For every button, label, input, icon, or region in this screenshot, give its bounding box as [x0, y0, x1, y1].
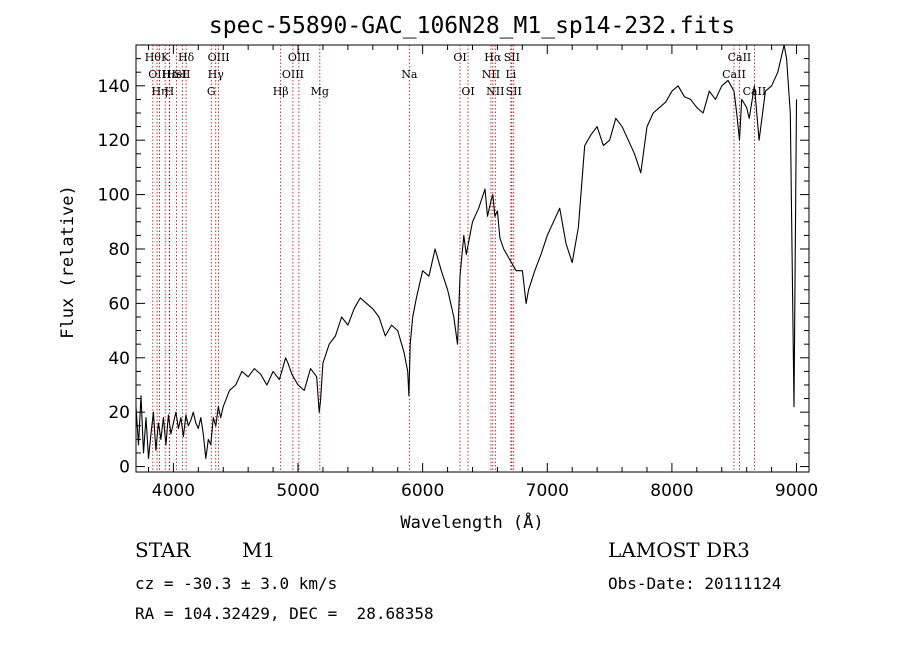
line-label: Hγ: [208, 68, 225, 81]
line-label: CaII: [728, 51, 752, 64]
line-label: K: [161, 51, 170, 64]
line-label: Hδ: [178, 51, 195, 64]
line-label: OII: [148, 68, 166, 81]
line-label: Mg: [311, 85, 329, 98]
x-tick-label: 5000: [276, 481, 319, 501]
emission-lines: HθOIIHηKHHεHeISIIHδGHγOIIIHβOIIIOIIIMgNa…: [145, 45, 766, 472]
line-label: Hη: [151, 85, 167, 98]
x-tick-label: 6000: [401, 481, 444, 501]
object-class: STAR: [135, 538, 191, 562]
line-label: OI: [461, 85, 474, 98]
line-label: NII: [486, 85, 504, 98]
y-tick-label: 60: [108, 294, 130, 314]
y-tick-label: 80: [108, 240, 130, 260]
obs-date: Obs-Date: 20111124: [608, 574, 782, 593]
y-tick-label: 100: [98, 186, 130, 206]
y-tick-label: 40: [108, 349, 130, 369]
y-tick-label: 0: [119, 458, 130, 478]
line-label: SII: [174, 68, 190, 81]
axis-ticks: 4000 5000 6000 7000 8000 9000 0 20 40 60 80 100 120 1…: [98, 45, 818, 501]
line-label: Hα: [484, 51, 502, 64]
x-tick-label: 9000: [775, 481, 818, 501]
line-label: CaII: [722, 68, 746, 81]
series-layer: [135, 44, 798, 459]
line-label: G: [207, 85, 216, 98]
y-axis-label: Flux (relative): [58, 185, 78, 339]
y-tick-label: 20: [108, 403, 130, 423]
redshift-cz: cz = -30.3 ± 3.0 km/s: [135, 574, 338, 593]
line-label: Hβ: [273, 85, 289, 98]
line-label: Li: [505, 68, 516, 81]
line-label: OI: [453, 51, 466, 64]
line-label: OIII: [282, 68, 304, 81]
x-tick-label: 7000: [526, 481, 569, 501]
plot-frame: [135, 44, 810, 473]
y-tick-label: 120: [98, 131, 130, 151]
y-tick-label: 140: [98, 77, 130, 97]
line-label: Na: [401, 68, 418, 81]
line-label: NII: [482, 68, 500, 81]
object-subclass: M1: [242, 538, 276, 562]
line-label: OIII: [208, 51, 230, 64]
line-label: SII: [504, 51, 520, 64]
plot-area: [135, 44, 810, 473]
x-tick-label: 4000: [152, 481, 195, 501]
chart-title: spec-55890-GAC_106N28_M1_sp14-232.fits: [209, 13, 735, 39]
survey-name: LAMOST DR3: [608, 538, 750, 562]
coordinates: RA = 104.32429, DEC = 28.68358: [135, 604, 434, 623]
spectrum-line-flux: [135, 44, 798, 459]
line-label: Hε: [162, 68, 178, 81]
line-label: OIII: [288, 51, 310, 64]
x-axis-label: Wavelength (Å): [400, 511, 543, 533]
line-label: SII: [506, 85, 522, 98]
line-label: HeI: [166, 68, 186, 81]
line-label: Hθ: [145, 51, 162, 64]
x-tick-label: 8000: [650, 481, 693, 501]
